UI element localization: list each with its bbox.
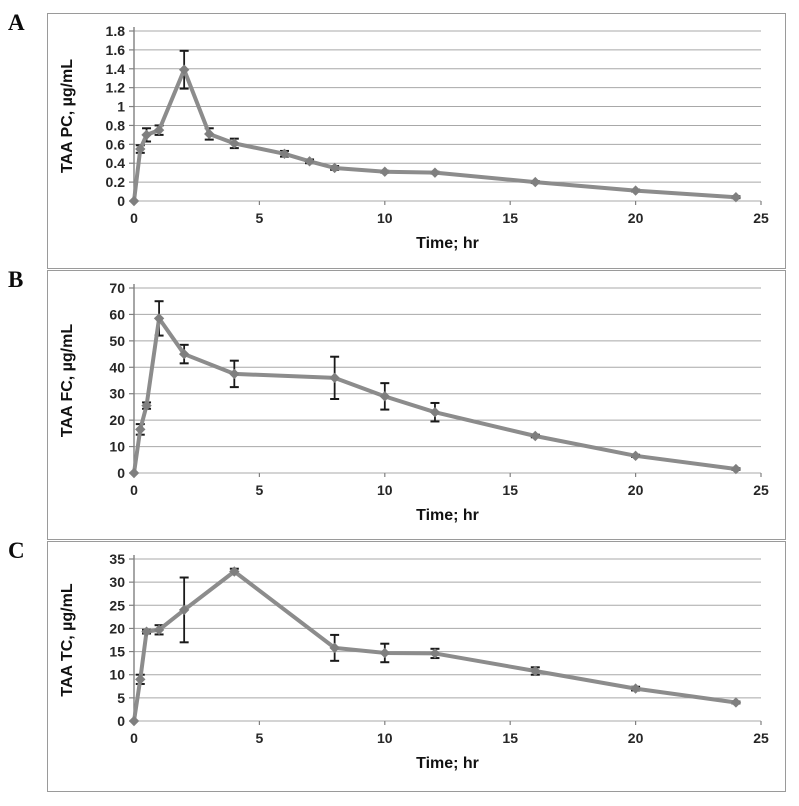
svg-text:0: 0 bbox=[117, 465, 125, 481]
svg-text:1.6: 1.6 bbox=[106, 42, 126, 58]
panel-label-a: A bbox=[8, 10, 25, 35]
svg-text:35: 35 bbox=[109, 551, 125, 567]
chart-b-taa-fc: 0 10 20 30 40 50 60 70 0 5 10 15 20 25 Time; hr TAA FC,… bbox=[59, 280, 769, 524]
panel-b: 0 10 20 30 40 50 60 70 0 5 10 15 20 25 Time; hr TAA FC,… bbox=[47, 270, 786, 540]
svg-text:10: 10 bbox=[377, 210, 393, 226]
svg-text:15: 15 bbox=[109, 644, 125, 660]
svg-text:1.2: 1.2 bbox=[106, 80, 126, 96]
svg-text:Time; hr: Time; hr bbox=[416, 507, 479, 524]
svg-text:5: 5 bbox=[256, 730, 264, 746]
svg-text:0: 0 bbox=[117, 713, 125, 729]
svg-text:Time; hr: Time; hr bbox=[416, 755, 479, 772]
panel-a: 0 0.2 0.4 0.6 0.8 1 1.2 1.4 1.6 1.8 0 5 10 15 20 25 Time… bbox=[47, 13, 786, 269]
svg-text:5: 5 bbox=[117, 690, 125, 706]
svg-text:1: 1 bbox=[117, 99, 125, 115]
svg-text:0: 0 bbox=[130, 482, 138, 498]
svg-text:Time; hr: Time; hr bbox=[416, 235, 479, 252]
svg-text:30: 30 bbox=[109, 386, 125, 402]
svg-text:0.8: 0.8 bbox=[106, 117, 126, 133]
svg-text:0.6: 0.6 bbox=[106, 136, 126, 152]
svg-text:25: 25 bbox=[109, 597, 125, 613]
svg-text:5: 5 bbox=[256, 210, 264, 226]
svg-text:20: 20 bbox=[109, 620, 125, 636]
svg-text:20: 20 bbox=[109, 412, 125, 428]
svg-text:0.2: 0.2 bbox=[106, 174, 126, 190]
panel-c: 0 5 10 15 20 25 30 35 0 5 10 15 20 25 Time; hr TAA TC, … bbox=[47, 541, 786, 792]
svg-text:5: 5 bbox=[256, 482, 264, 498]
svg-text:15: 15 bbox=[502, 210, 518, 226]
chart-c-taa-tc: 0 5 10 15 20 25 30 35 0 5 10 15 20 25 Time; hr TAA TC, … bbox=[59, 551, 769, 772]
svg-text:TAA TC, µg/mL: TAA TC, µg/mL bbox=[59, 583, 76, 696]
svg-text:TAA FC, µg/mL: TAA FC, µg/mL bbox=[59, 324, 76, 437]
svg-text:20: 20 bbox=[628, 210, 644, 226]
svg-text:10: 10 bbox=[377, 482, 393, 498]
svg-text:25: 25 bbox=[753, 210, 769, 226]
svg-text:40: 40 bbox=[109, 359, 125, 375]
svg-text:0.4: 0.4 bbox=[106, 155, 126, 171]
svg-text:1.4: 1.4 bbox=[106, 61, 126, 77]
svg-text:15: 15 bbox=[502, 482, 518, 498]
svg-text:10: 10 bbox=[109, 667, 125, 683]
svg-text:15: 15 bbox=[502, 730, 518, 746]
panel-label-c: C bbox=[8, 538, 25, 563]
svg-text:0: 0 bbox=[130, 210, 138, 226]
svg-text:0: 0 bbox=[130, 730, 138, 746]
svg-text:25: 25 bbox=[753, 730, 769, 746]
svg-text:50: 50 bbox=[109, 333, 125, 349]
svg-text:TAA PC, µg/mL: TAA PC, µg/mL bbox=[59, 59, 76, 173]
svg-text:20: 20 bbox=[628, 482, 644, 498]
svg-text:10: 10 bbox=[109, 439, 125, 455]
svg-text:20: 20 bbox=[628, 730, 644, 746]
svg-text:10: 10 bbox=[377, 730, 393, 746]
panel-label-b: B bbox=[8, 267, 24, 292]
svg-text:1.8: 1.8 bbox=[106, 23, 126, 39]
svg-text:30: 30 bbox=[109, 574, 125, 590]
svg-text:60: 60 bbox=[109, 306, 125, 322]
svg-text:70: 70 bbox=[109, 280, 125, 296]
svg-text:25: 25 bbox=[753, 482, 769, 498]
chart-a-taa-pc: 0 0.2 0.4 0.6 0.8 1 1.2 1.4 1.6 1.8 0 5 10 15 20 25 Time… bbox=[59, 23, 769, 252]
svg-text:0: 0 bbox=[117, 193, 125, 209]
